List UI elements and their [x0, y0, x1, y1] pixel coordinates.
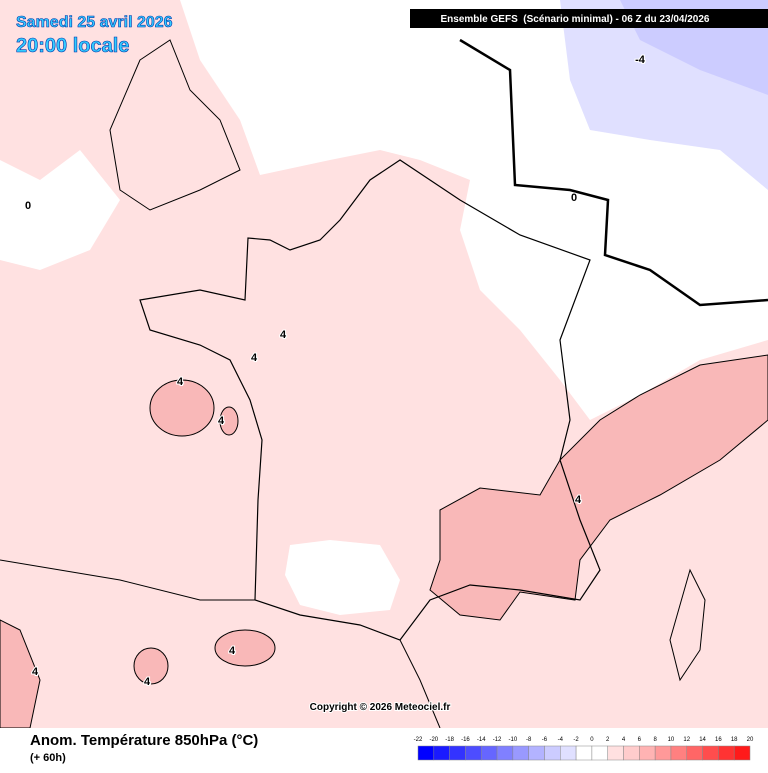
warm-area	[149, 379, 215, 437]
scale-swatch	[449, 745, 466, 761]
scale-swatch	[465, 745, 482, 761]
scale-swatch	[718, 745, 735, 761]
contour-label: 4	[177, 376, 184, 388]
scale-swatch	[575, 745, 593, 761]
contour-label: 4	[280, 329, 287, 341]
scale-label: -18	[445, 737, 454, 743]
scale-swatch	[623, 745, 640, 761]
scale-swatch	[607, 745, 624, 761]
scale-swatch	[512, 745, 529, 761]
scale-swatch	[560, 745, 577, 761]
neutral-area	[285, 540, 400, 615]
contour-label: 0	[571, 192, 577, 204]
caption: Anom. Température 850hPa (°C)	[30, 732, 258, 749]
coastline	[0, 559, 441, 729]
scale-label: 8	[653, 737, 657, 743]
scale-swatch	[702, 745, 719, 761]
scale-label: -20	[429, 737, 438, 743]
scale-label: -2	[573, 737, 579, 743]
scale-label: 18	[731, 737, 738, 743]
warm-area	[219, 406, 239, 436]
warm-area	[133, 647, 169, 685]
coastline	[109, 39, 241, 211]
contour-label: 4	[32, 666, 39, 678]
contour-label: 4	[251, 352, 258, 364]
header-box	[410, 9, 768, 28]
scale-swatch	[544, 745, 561, 761]
scale-label: -8	[526, 737, 532, 743]
contour-label: 0	[25, 200, 31, 212]
map-title: Samedi 25 avril 2026	[16, 14, 173, 31]
map-subtitle: 20:00 locale	[16, 35, 129, 57]
scale-label: 16	[715, 737, 722, 743]
scale-swatch	[639, 745, 656, 761]
coastline	[669, 568, 706, 682]
scale-label: -10	[509, 737, 518, 743]
scale-label: -12	[493, 737, 502, 743]
scale-swatch	[528, 745, 545, 761]
contour-label: 4	[218, 415, 225, 427]
scale-label: -4	[558, 737, 564, 743]
lead-time: (+ 60h)	[30, 752, 66, 764]
warm-area	[0, 619, 41, 729]
scale-swatch	[654, 745, 672, 761]
scale-label: 0	[590, 737, 594, 743]
contour-label: -4	[635, 54, 646, 66]
scale-label: 14	[699, 737, 706, 743]
scale-swatch	[733, 745, 751, 761]
warm-area	[214, 629, 276, 667]
zero-contour	[459, 38, 768, 307]
contour-label: 4	[575, 494, 582, 506]
scale-label: 6	[638, 737, 642, 743]
scale-swatch	[496, 745, 514, 761]
scale-label: -22	[414, 737, 423, 743]
header-text: Ensemble GEFS (Scénario minimal) - 06 Z …	[441, 14, 710, 25]
scale-label: -6	[542, 737, 548, 743]
scale-label: 4	[622, 737, 626, 743]
scale-swatch	[417, 745, 435, 761]
scale-swatch	[670, 745, 688, 761]
scale-label: -14	[477, 737, 486, 743]
copyright: Copyright © 2026 Meteociel.fr	[310, 702, 451, 713]
neutral-area	[0, 150, 120, 270]
scale-label: -16	[461, 737, 470, 743]
scale-label: 10	[668, 737, 675, 743]
warm-area	[429, 354, 768, 621]
scale-swatch	[591, 745, 608, 761]
scale-label: 2	[606, 737, 610, 743]
scale-label: 20	[747, 737, 754, 743]
color-scale: -22 -20 -18 -16 -14 -12 -10 -8 -6 -4 -2 0 2 4 6 8 10 12 14…	[414, 737, 754, 761]
scale-label: 12	[683, 737, 690, 743]
scale-swatch	[433, 745, 450, 761]
scale-swatch	[686, 745, 703, 761]
contour-label: 4	[144, 676, 151, 688]
scale-swatch	[480, 745, 498, 761]
contour-label: 4	[229, 645, 236, 657]
